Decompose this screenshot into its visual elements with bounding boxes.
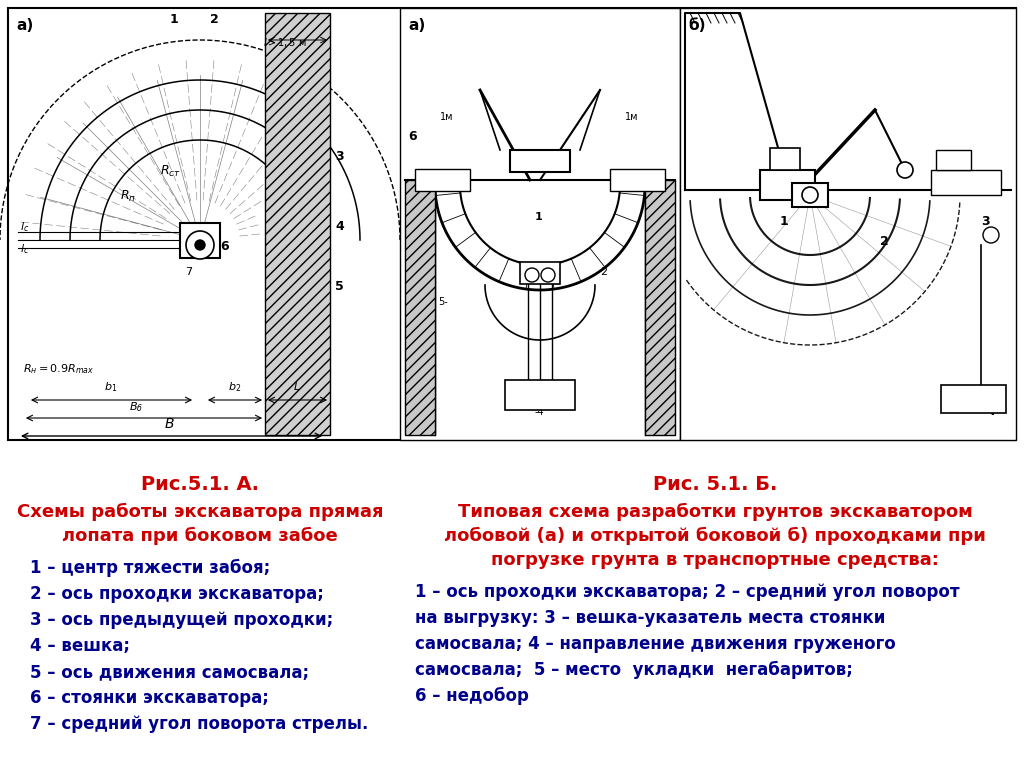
- Text: 3: 3: [981, 215, 989, 228]
- Text: самосвала; 4 – направление движения груженого: самосвала; 4 – направление движения груж…: [415, 635, 896, 653]
- Circle shape: [802, 187, 818, 203]
- Text: б): б): [688, 18, 706, 33]
- Text: 3: 3: [335, 150, 344, 163]
- Text: 5: 5: [335, 280, 344, 293]
- Text: 2 – ось проходки экскаватора;: 2 – ось проходки экскаватора;: [30, 585, 324, 603]
- Text: Типовая схема разработки грунтов экскаватором: Типовая схема разработки грунтов экскава…: [458, 503, 973, 521]
- Text: Рис.5.1. А.: Рис.5.1. А.: [141, 475, 259, 494]
- Circle shape: [541, 268, 555, 282]
- Bar: [415, 169, 470, 191]
- Circle shape: [195, 240, 205, 250]
- Text: $l_c$: $l_c$: [20, 242, 30, 256]
- Bar: [8, 8, 1016, 440]
- Text: 1 – ось проходки экскаватора; 2 – средний угол поворот: 1 – ось проходки экскаватора; 2 – средни…: [415, 583, 959, 601]
- Text: самосвала;  5 – место  укладки  негабаритов;: самосвала; 5 – место укладки негабаритов…: [415, 661, 853, 679]
- Text: 3: 3: [525, 382, 532, 392]
- Text: $b_1$: $b_1$: [104, 380, 118, 393]
- Text: $l>1,5$ м: $l>1,5$ м: [263, 36, 306, 49]
- Bar: [760, 170, 815, 200]
- Bar: [941, 385, 1006, 413]
- Text: 1: 1: [170, 13, 179, 26]
- Text: 6 – недобор: 6 – недобор: [415, 687, 528, 705]
- Bar: [645, 180, 675, 435]
- Bar: [180, 223, 220, 258]
- Text: 6: 6: [220, 240, 228, 253]
- Text: лопата при боковом забое: лопата при боковом забое: [62, 527, 338, 545]
- Text: а): а): [16, 18, 33, 33]
- Bar: [400, 8, 680, 440]
- Text: лобовой (а) и открытой боковой б) проходками при: лобовой (а) и открытой боковой б) проход…: [444, 527, 986, 545]
- Text: 2: 2: [210, 13, 219, 26]
- Bar: [510, 150, 570, 172]
- Text: 5 – ось движения самосвала;: 5 – ось движения самосвала;: [30, 663, 309, 681]
- Circle shape: [525, 268, 539, 282]
- Text: 3 – ось предыдущей проходки;: 3 – ось предыдущей проходки;: [30, 611, 333, 629]
- Text: Схемы работы экскаватора прямая: Схемы работы экскаватора прямая: [16, 503, 383, 521]
- Text: 4 – вешка;: 4 – вешка;: [30, 637, 130, 655]
- Text: 7 – средний угол поворота стрелы.: 7 – средний угол поворота стрелы.: [30, 715, 369, 733]
- Text: $L$: $L$: [293, 380, 301, 392]
- Text: погрузке грунта в транспортные средства:: погрузке грунта в транспортные средства:: [492, 551, 939, 569]
- Text: $R_{ст}$: $R_{ст}$: [160, 164, 181, 179]
- Bar: [931, 170, 1001, 195]
- Text: на выгрузку: 3 – вешка-указатель места стоянки: на выгрузку: 3 – вешка-указатель места с…: [415, 609, 886, 627]
- Text: 1: 1: [535, 212, 543, 222]
- Circle shape: [897, 162, 913, 178]
- Text: $B$: $B$: [164, 417, 174, 431]
- Text: 1 – центр тяжести забоя;: 1 – центр тяжести забоя;: [30, 559, 270, 577]
- Bar: [520, 262, 560, 284]
- Bar: [680, 8, 1016, 440]
- Text: 6: 6: [408, 130, 417, 143]
- Text: Рис. 5.1. Б.: Рис. 5.1. Б.: [653, 475, 777, 494]
- Bar: [406, 180, 435, 435]
- Bar: [792, 183, 828, 207]
- Text: 5-: 5-: [438, 297, 447, 307]
- Text: 4: 4: [335, 220, 344, 233]
- Text: $R_н = 0.9R_{max}$: $R_н = 0.9R_{max}$: [23, 362, 94, 376]
- Bar: [610, 169, 665, 191]
- Text: 2: 2: [600, 267, 607, 277]
- Text: 1м: 1м: [625, 112, 639, 122]
- Text: 1: 1: [780, 215, 788, 228]
- Text: 6 – стоянки экскаватора;: 6 – стоянки экскаватора;: [30, 689, 269, 707]
- Bar: [936, 150, 971, 170]
- Text: 2: 2: [880, 235, 889, 248]
- Text: а): а): [408, 18, 425, 33]
- Text: 1м: 1м: [440, 112, 454, 122]
- Bar: [505, 380, 575, 410]
- Text: 7: 7: [185, 267, 193, 277]
- Bar: [770, 148, 800, 170]
- Text: -4: -4: [535, 407, 545, 417]
- Bar: [265, 13, 330, 435]
- Circle shape: [186, 231, 214, 259]
- Text: 4: 4: [986, 405, 994, 418]
- Text: $R_п$: $R_п$: [120, 189, 136, 204]
- Circle shape: [983, 227, 999, 243]
- Text: $b_2$: $b_2$: [228, 380, 242, 393]
- Text: $l_c$: $l_c$: [20, 220, 30, 234]
- Text: $В_б$: $В_б$: [129, 400, 143, 414]
